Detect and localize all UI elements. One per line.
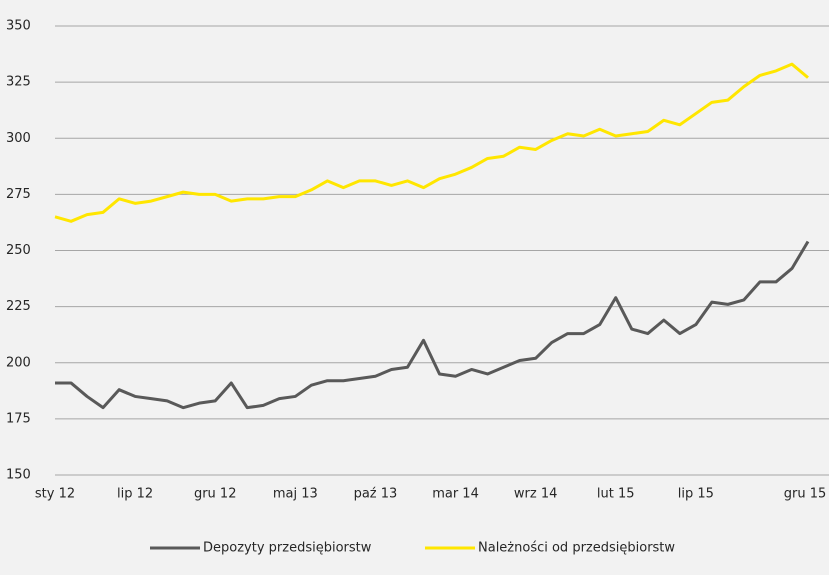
x-tick-label: lut 15 [597,487,635,502]
x-tick-label: mar 14 [432,487,479,502]
legend-label: Należności od przedsiębiorstw [478,541,675,556]
x-tick-label: maj 13 [273,487,318,502]
x-tick-label: paź 13 [354,487,398,502]
x-tick-label: sty 12 [35,487,75,502]
legend-label: Depozyty przedsiębiorstw [203,541,372,556]
y-tick-label: 350 [6,19,31,34]
x-tick-label: gru 12 [194,487,237,502]
y-tick-label: 150 [6,468,31,483]
y-tick-label: 250 [6,243,31,258]
x-tick-label: gru 15 [784,487,827,502]
x-tick-label: lip 12 [117,487,153,502]
x-tick-label: lip 15 [678,487,714,502]
y-tick-label: 175 [6,411,31,426]
y-tick-label: 300 [6,131,31,146]
series-line [55,240,810,410]
series-line [54,62,809,223]
y-tick-label: 200 [6,355,31,370]
y-tick-label: 325 [6,75,31,90]
x-tick-label: wrz 14 [514,487,557,502]
y-tick-label: 275 [6,187,31,202]
y-tick-label: 225 [6,299,31,314]
